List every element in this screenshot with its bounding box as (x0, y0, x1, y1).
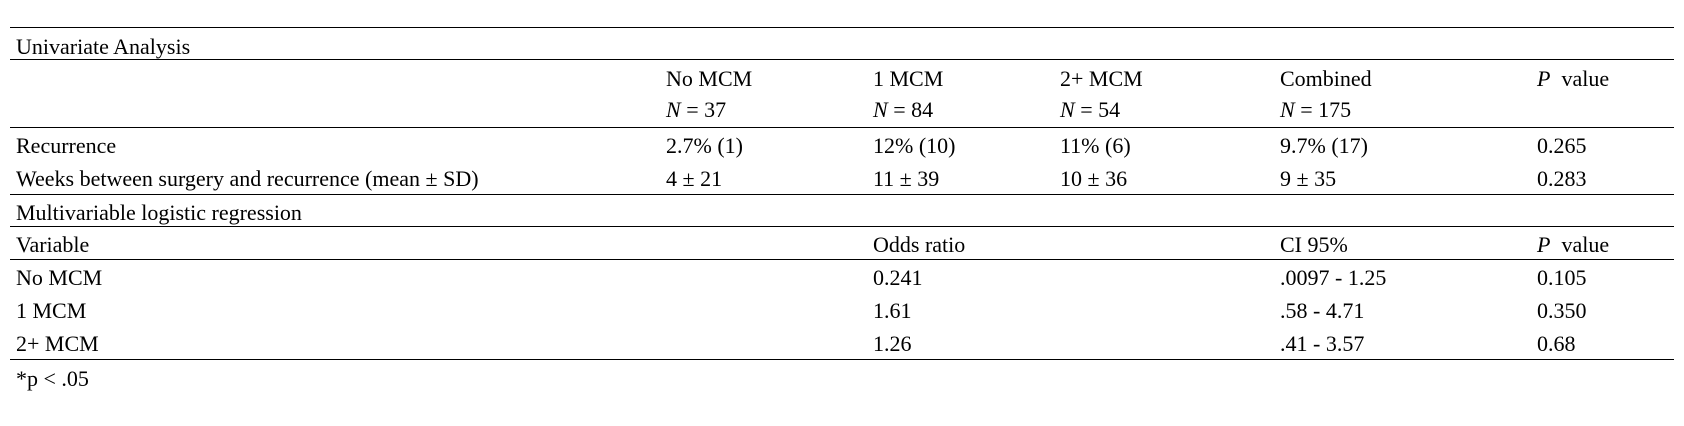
row-variable: 1 MCM (16, 298, 87, 323)
cell-p-value: 0.265 (1537, 133, 1587, 158)
p-value-word: value (1561, 66, 1610, 91)
n-symbol: N (1060, 97, 1075, 122)
cell-odds-ratio: 0.241 (873, 265, 923, 290)
n-value: = 37 (686, 97, 727, 122)
n-symbol: N (666, 97, 681, 122)
n-symbol: N (1280, 97, 1295, 122)
cell-ci-95: .58 - 4.71 (1280, 298, 1365, 323)
cell-odds-ratio: 1.61 (873, 298, 912, 323)
cell-p-value: 0.68 (1537, 331, 1576, 356)
cell-p-value: 0.105 (1537, 265, 1587, 290)
p-symbol: P (1537, 66, 1551, 91)
header-1-mcm-n: N = 84 (873, 97, 933, 123)
cell-2plus-mcm: 10 ± 36 (1060, 166, 1128, 191)
p-value-word: value (1561, 232, 1610, 257)
row-variable: No MCM (16, 265, 103, 290)
header-combined-n: N = 175 (1280, 97, 1351, 123)
row-label: Weeks between surgery and recurrence (me… (16, 166, 479, 191)
header-no-mcm: No MCM (666, 66, 753, 91)
header-p-value: P value (1537, 66, 1609, 92)
header-2plus-mcm: 2+ MCM (1060, 66, 1143, 91)
cell-odds-ratio: 1.26 (873, 331, 912, 356)
p-symbol: P (1537, 232, 1551, 257)
header-combined: Combined (1280, 66, 1372, 91)
cell-no-mcm: 2.7% (1) (666, 133, 743, 158)
row-label: Recurrence (16, 133, 117, 158)
multivariable-section-title: Multivariable logistic regression (16, 200, 302, 225)
n-value: = 175 (1300, 97, 1352, 122)
header-1-mcm: 1 MCM (873, 66, 944, 91)
cell-p-value: 0.350 (1537, 298, 1587, 323)
table-footnote: *p < .05 (16, 366, 89, 391)
table-bottom-rule (10, 359, 1674, 360)
cell-2plus-mcm: 11% (6) (1060, 133, 1131, 158)
univariate-section-title: Univariate Analysis (16, 34, 191, 59)
multivariable-header-rule (10, 259, 1674, 260)
header-odds-ratio: Odds ratio (873, 232, 966, 257)
cell-ci-95: .41 - 3.57 (1280, 331, 1365, 356)
n-symbol: N (873, 97, 888, 122)
header-variable: Variable (16, 232, 90, 257)
header-no-mcm-n: N = 37 (666, 97, 726, 123)
cell-no-mcm: 4 ± 21 (666, 166, 723, 191)
cell-ci-95: .0097 - 1.25 (1280, 265, 1387, 290)
cell-p-value: 0.283 (1537, 166, 1587, 191)
n-value: = 84 (893, 97, 934, 122)
row-variable: 2+ MCM (16, 331, 99, 356)
univariate-bottom-rule (10, 194, 1674, 195)
n-value: = 54 (1080, 97, 1121, 122)
univariate-header-rule (10, 127, 1674, 128)
table-top-rule (10, 27, 1674, 28)
cell-1-mcm: 11 ± 39 (873, 166, 940, 191)
header-ci-95: CI 95% (1280, 232, 1348, 257)
univariate-title-rule (10, 59, 1674, 60)
cell-1-mcm: 12% (10) (873, 133, 956, 158)
header-p-value: P value (1537, 232, 1609, 258)
cell-combined: 9 ± 35 (1280, 166, 1337, 191)
multivariable-title-rule (10, 226, 1674, 227)
cell-combined: 9.7% (17) (1280, 133, 1368, 158)
header-2plus-mcm-n: N = 54 (1060, 97, 1120, 123)
